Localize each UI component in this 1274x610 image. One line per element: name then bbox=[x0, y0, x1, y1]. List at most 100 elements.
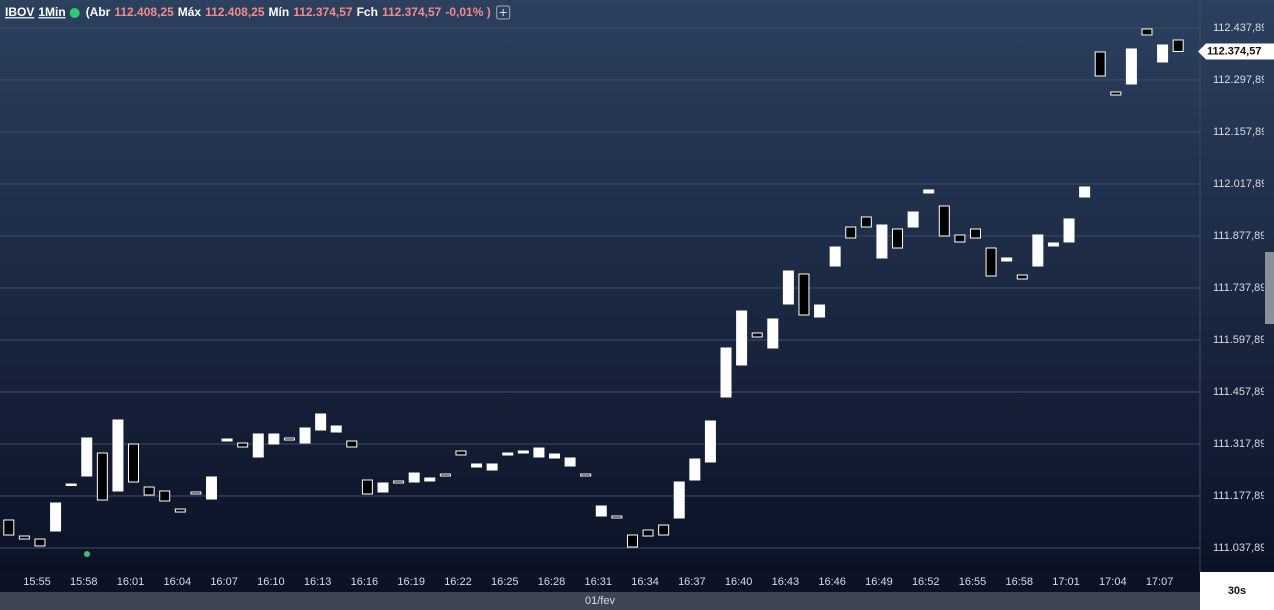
field-value: 112.408,25 bbox=[205, 5, 265, 19]
y-axis: 111.037,89 111.177,89 111.317,89 111.457,89… bbox=[1213, 22, 1267, 554]
field-label: Mín bbox=[269, 5, 290, 19]
candle-body bbox=[268, 433, 280, 445]
x-tick-label: 16:37 bbox=[678, 576, 706, 588]
y-tick-label: 112.017,89 bbox=[1213, 178, 1267, 190]
date-label: 01/fev bbox=[585, 595, 615, 607]
x-tick-label: 15:55 bbox=[23, 576, 51, 588]
candle-body bbox=[1001, 257, 1013, 262]
candle-body bbox=[1110, 91, 1122, 96]
candle-body bbox=[704, 420, 716, 463]
candle-body bbox=[985, 247, 997, 277]
candle-body bbox=[938, 205, 950, 237]
x-tick-label: 16:34 bbox=[631, 576, 659, 588]
change: -0,01% ) bbox=[445, 5, 490, 19]
candle-body bbox=[720, 347, 732, 398]
candle-body bbox=[299, 427, 311, 444]
candle-body bbox=[455, 450, 467, 456]
x-tick-label: 16:16 bbox=[351, 576, 379, 588]
candle-body bbox=[1047, 242, 1059, 247]
add-button[interactable] bbox=[496, 5, 511, 20]
candle-body bbox=[143, 486, 155, 496]
y-tick-label: 111.877,89 bbox=[1213, 230, 1266, 242]
x-tick-label: 16:58 bbox=[1005, 576, 1033, 588]
candle-body bbox=[18, 535, 30, 540]
candle-body bbox=[689, 458, 701, 481]
candle-body bbox=[1094, 51, 1106, 77]
field-value: 112.374,57 bbox=[293, 5, 353, 19]
candle-body bbox=[736, 310, 748, 366]
candle-body bbox=[767, 318, 779, 349]
candle-body bbox=[798, 273, 810, 316]
x-tick-label: 16:40 bbox=[725, 576, 753, 588]
candle-body bbox=[595, 505, 607, 517]
candle-body bbox=[969, 228, 981, 239]
x-tick-label: 16:10 bbox=[257, 576, 285, 588]
candle-body bbox=[221, 438, 233, 442]
candle-body bbox=[424, 477, 436, 482]
candle-body bbox=[954, 234, 966, 243]
candle-body bbox=[845, 226, 857, 239]
candle-body bbox=[174, 508, 186, 513]
candle-body bbox=[315, 413, 327, 431]
y-tick-label: 112.157,89 bbox=[1213, 126, 1267, 138]
candle-body bbox=[50, 502, 62, 532]
candle-body bbox=[283, 437, 295, 441]
candle-body bbox=[892, 228, 904, 249]
candle-body bbox=[923, 189, 935, 194]
field-value: 112.408,25 bbox=[114, 5, 174, 19]
time-axis bbox=[0, 572, 1200, 592]
field-label: Fch bbox=[357, 5, 378, 19]
x-tick-label: 16:04 bbox=[164, 576, 192, 588]
candle-body bbox=[252, 433, 264, 458]
zoom-label[interactable]: 30s bbox=[1228, 585, 1246, 597]
x-tick-label: 16:43 bbox=[772, 576, 800, 588]
scrollbar[interactable] bbox=[0, 592, 1200, 610]
candle-body bbox=[65, 483, 77, 487]
candle-body bbox=[626, 534, 638, 548]
candle-body bbox=[96, 452, 108, 501]
candle-body bbox=[658, 524, 670, 536]
x-tick-label: 16:22 bbox=[444, 576, 472, 588]
field-label: (Abr bbox=[86, 5, 111, 19]
x-tick-label: 16:25 bbox=[491, 576, 519, 588]
side-tab[interactable] bbox=[1265, 252, 1274, 324]
background bbox=[0, 0, 1274, 572]
candle-body bbox=[751, 332, 763, 338]
x-tick-label: 16:13 bbox=[304, 576, 332, 588]
x-tick-label: 16:31 bbox=[585, 576, 613, 588]
candle-body bbox=[1079, 186, 1091, 198]
add-icon bbox=[499, 9, 507, 16]
candle-body bbox=[112, 419, 124, 492]
candle-body bbox=[3, 519, 15, 536]
candle-body bbox=[205, 476, 217, 500]
y-tick-label: 112.297,89 bbox=[1213, 74, 1267, 86]
candle-body bbox=[642, 529, 654, 537]
status-dot bbox=[69, 8, 80, 18]
symbol: IBOV bbox=[5, 5, 34, 19]
zoom-button[interactable] bbox=[1200, 572, 1274, 610]
y-tick-label: 111.037,89 bbox=[1213, 542, 1266, 554]
candle-body bbox=[486, 463, 498, 471]
candle-body bbox=[1032, 234, 1044, 267]
candle-body bbox=[580, 473, 592, 477]
candle-body bbox=[34, 538, 46, 547]
x-tick-label: 16:28 bbox=[538, 576, 566, 588]
candle-body bbox=[533, 447, 545, 458]
y-tick-label: 111.737,89 bbox=[1213, 282, 1266, 294]
x-tick-label: 16:19 bbox=[397, 576, 425, 588]
candle-body bbox=[128, 443, 140, 483]
y-tick-label: 111.597,89 bbox=[1213, 334, 1266, 346]
candle-body bbox=[502, 452, 514, 456]
x-tick-label: 17:04 bbox=[1099, 576, 1127, 588]
candle-body bbox=[1157, 44, 1169, 63]
candle-body bbox=[393, 480, 405, 484]
candle-body bbox=[237, 442, 249, 448]
field-value: 112.374,57 bbox=[382, 5, 442, 19]
price-tag-label: 112.374,57 bbox=[1207, 45, 1261, 57]
candle-body bbox=[1172, 39, 1184, 53]
candle-body bbox=[361, 479, 373, 495]
candle-body bbox=[377, 482, 389, 493]
candle-body bbox=[517, 450, 529, 454]
price-tag bbox=[1198, 43, 1274, 60]
